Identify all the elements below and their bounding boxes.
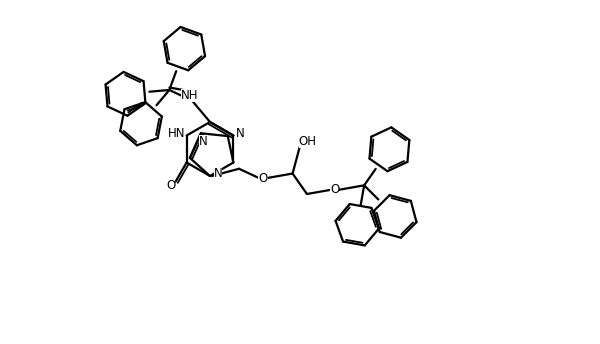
Text: HN: HN xyxy=(168,127,185,140)
Text: N: N xyxy=(236,127,245,140)
Text: O: O xyxy=(259,172,268,184)
Text: N: N xyxy=(214,166,223,180)
Text: O: O xyxy=(166,179,175,192)
Text: NH: NH xyxy=(181,89,199,102)
Text: N: N xyxy=(199,135,207,148)
Text: O: O xyxy=(330,183,339,196)
Text: OH: OH xyxy=(299,135,317,148)
